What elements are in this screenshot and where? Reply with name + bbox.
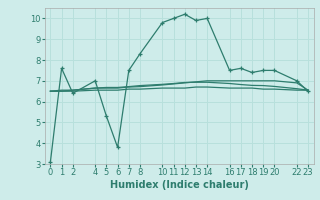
- X-axis label: Humidex (Indice chaleur): Humidex (Indice chaleur): [110, 180, 249, 190]
